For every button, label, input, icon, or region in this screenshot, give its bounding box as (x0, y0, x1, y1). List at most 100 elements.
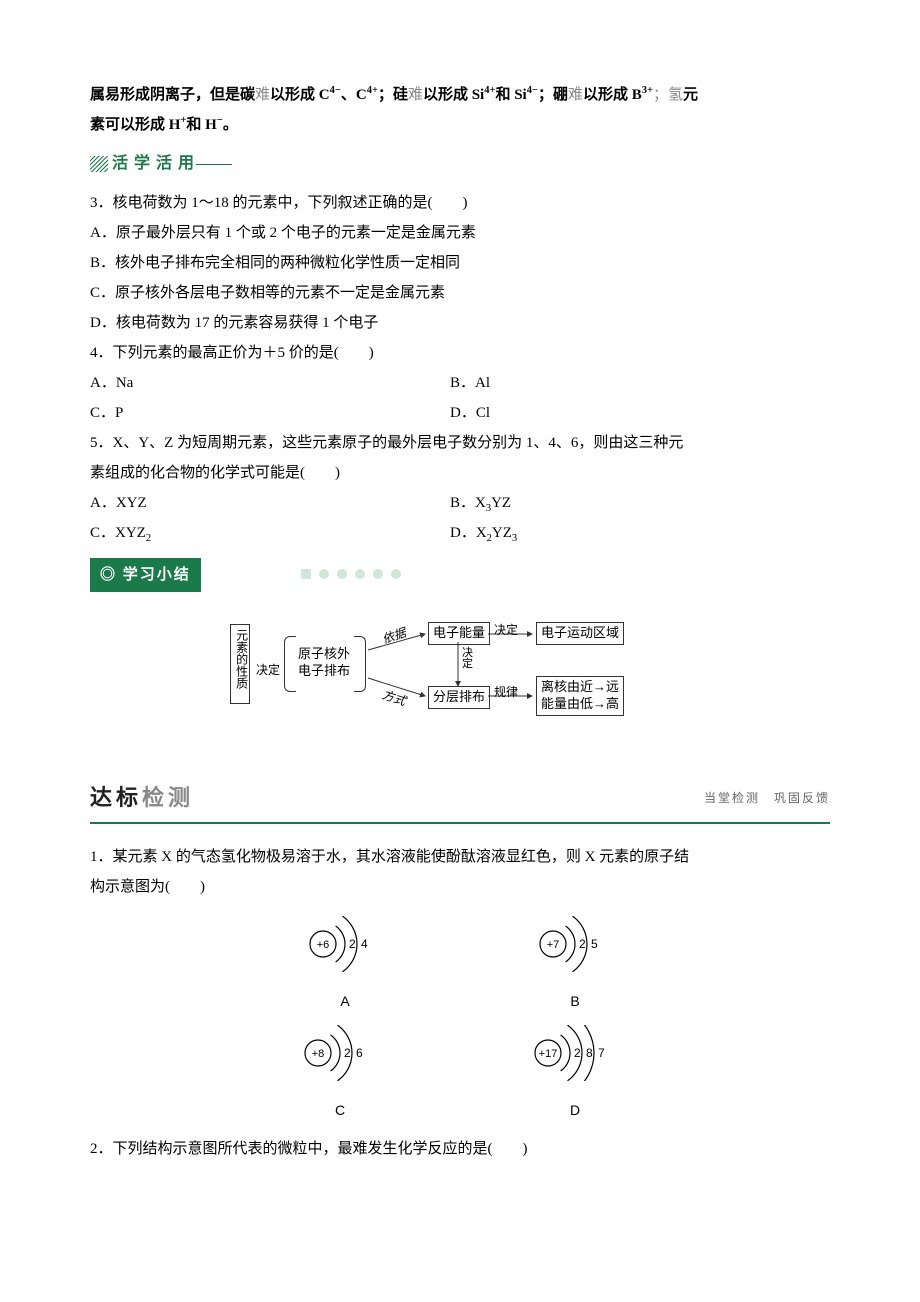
t: 以形成 C (270, 87, 330, 103)
section-bar-dabiao: 达标检测 当堂检测 巩固反馈 (90, 776, 830, 824)
svg-text:8: 8 (586, 1046, 593, 1060)
underline (196, 164, 232, 165)
atom-svg-a: +6 24 (305, 916, 385, 972)
diagram-node-energy: 电子能量 (428, 622, 490, 645)
svg-text:2: 2 (349, 937, 356, 951)
t: 3 (512, 533, 517, 544)
q5-options-row2: C．XYZ2 D．X2YZ3 (90, 518, 830, 548)
t: ；氢 (653, 87, 683, 103)
svg-text:7: 7 (598, 1046, 605, 1060)
svg-text:+7: +7 (547, 939, 560, 951)
q5-stem-b: 素组成的化合物的化学式可能是( ) (90, 458, 830, 488)
t: 难 (568, 87, 583, 103)
t: 离核由近→远 (541, 679, 619, 696)
q4-opt-a: A．Na (90, 368, 450, 398)
summary-label: ◎ 学习小结 (90, 558, 201, 592)
intro-line-1: 属易形成阴离子，但是碳难以形成 C4−、C4+；硅难以形成 Si4+和 Si4−… (90, 80, 830, 110)
q4-options-row1: A．Na B．Al (90, 368, 830, 398)
concept-diagram: 元素的性质 决定 原子核外 电子排布 依据 方式 电子能量 分层排布 决定 (90, 616, 830, 726)
dot-icon (301, 569, 311, 579)
q5-stem-a: 5．X、Y、Z 为短周期元素，这些元素原子的最外层电子数分别为 1、4、6，则由… (90, 428, 830, 458)
svg-text:2: 2 (579, 937, 586, 951)
summary-bar: ◎ 学习小结 (90, 558, 830, 592)
t: 属易形成阴离子，但是碳 (90, 87, 255, 103)
diagram-edge-label: 规律 (494, 680, 518, 704)
t: 4− (330, 85, 341, 96)
svg-text:6: 6 (356, 1046, 363, 1060)
t: 和 H (186, 117, 216, 133)
t: 3+ (642, 85, 653, 96)
t: 元 (683, 87, 698, 103)
t: 能量由低→高 (541, 696, 619, 713)
dot-icon (373, 569, 383, 579)
t: 。 (223, 117, 238, 133)
diagram-node-layer: 分层排布 (428, 686, 490, 709)
t: 4+ (367, 85, 378, 96)
q1-stem-a: 1．某元素 X 的气态氢化物极易溶于水，其水溶液能使酚酞溶液显红色，则 X 元素… (90, 842, 830, 872)
q4-stem: 4．下列元素的最高正价为＋5 价的是( ) (90, 338, 830, 368)
q2-stem: 2．下列结构示意图所代表的微粒中，最难发生化学反应的是( ) (90, 1134, 830, 1164)
atom-svg-c: +8 26 (300, 1025, 380, 1081)
q1-stem-b: 构示意图为( ) (90, 872, 830, 902)
dot-icon (355, 569, 365, 579)
diagram-edge-label: 决定 (462, 648, 473, 670)
dot-icon (319, 569, 329, 579)
t: 素可以形成 H (90, 117, 180, 133)
atom-figure-b: +7 25 B (535, 916, 615, 1015)
t: 和 Si (495, 87, 526, 103)
q3-opt-d: D．核电荷数为 17 的元素容易获得 1 个电子 (90, 308, 830, 338)
svg-text:+8: +8 (312, 1048, 325, 1060)
atom-figure-d: +17287 D (530, 1025, 620, 1124)
intro-line-2: 素可以形成 H+和 H−。 (90, 110, 830, 140)
atom-figure-c: +826 C (300, 1025, 380, 1124)
t: B．X (450, 495, 486, 511)
atom-figure-a: +6 24 A (305, 916, 385, 1015)
svg-text:2: 2 (344, 1046, 351, 1060)
q4-opt-b: B．Al (450, 368, 490, 398)
q5-opt-b: B．X3YZ (450, 488, 511, 518)
dot-icon (337, 569, 347, 579)
t: YZ (492, 525, 512, 541)
svg-text:5: 5 (591, 937, 598, 951)
q3-opt-c: C．原子核外各层电子数相等的元素不一定是金属元素 (90, 278, 830, 308)
section-title: 活学活用 (90, 148, 830, 180)
atom-svg-d: +17 287 (530, 1025, 620, 1081)
t: 4− (527, 85, 538, 96)
t: 难 (408, 87, 423, 103)
t: ；硅 (378, 87, 408, 103)
diagram-node-rule: 离核由近→远 能量由低→高 (536, 676, 624, 716)
summary-dots (301, 560, 409, 590)
t: YZ (491, 495, 511, 511)
t: C．XYZ (90, 525, 146, 541)
q3-opt-a: A．原子最外层只有 1 个或 2 个电子的元素一定是金属元素 (90, 218, 830, 248)
t: 检测 (142, 785, 194, 810)
t: 以形成 Si (423, 87, 484, 103)
t: 达标 (90, 785, 142, 810)
section-title-label: 活学活用 (112, 148, 200, 180)
atoms-row-1: +624 A +725 B (90, 916, 830, 1015)
svg-text:+6: +6 (317, 939, 330, 951)
q3-opt-b: B．核外电子排布完全相同的两种微粒化学性质一定相同 (90, 248, 830, 278)
atom-svg-b: +7 25 (535, 916, 615, 972)
atoms-row-2: +826 C +17287 D (90, 1025, 830, 1124)
svg-text:2: 2 (574, 1046, 581, 1060)
dot-icon (391, 569, 401, 579)
t: D．X (450, 525, 487, 541)
q5-opt-a: A．XYZ (90, 488, 450, 518)
diagram-node-region: 电子运动区域 (536, 622, 624, 645)
atom-cap-b: B (535, 987, 615, 1015)
atom-cap-a: A (305, 987, 385, 1015)
q4-opt-d: D．Cl (450, 398, 490, 428)
dabiao-label: 达标检测 (90, 776, 194, 820)
t: 2 (146, 533, 151, 544)
q3-stem: 3．核电荷数为 1～18 的元素中，下列叙述正确的是( ) (90, 188, 830, 218)
q5-opt-d: D．X2YZ3 (450, 518, 517, 548)
svg-text:+17: +17 (539, 1048, 558, 1060)
diagram-edge-label: 决定 (494, 618, 518, 642)
svg-text:4: 4 (361, 937, 368, 951)
q4-options-row2: C．P D．Cl (90, 398, 830, 428)
q5-options-row1: A．XYZ B．X3YZ (90, 488, 830, 518)
q4-opt-c: C．P (90, 398, 450, 428)
t: ；硼 (538, 87, 568, 103)
q5-opt-c: C．XYZ2 (90, 518, 450, 548)
